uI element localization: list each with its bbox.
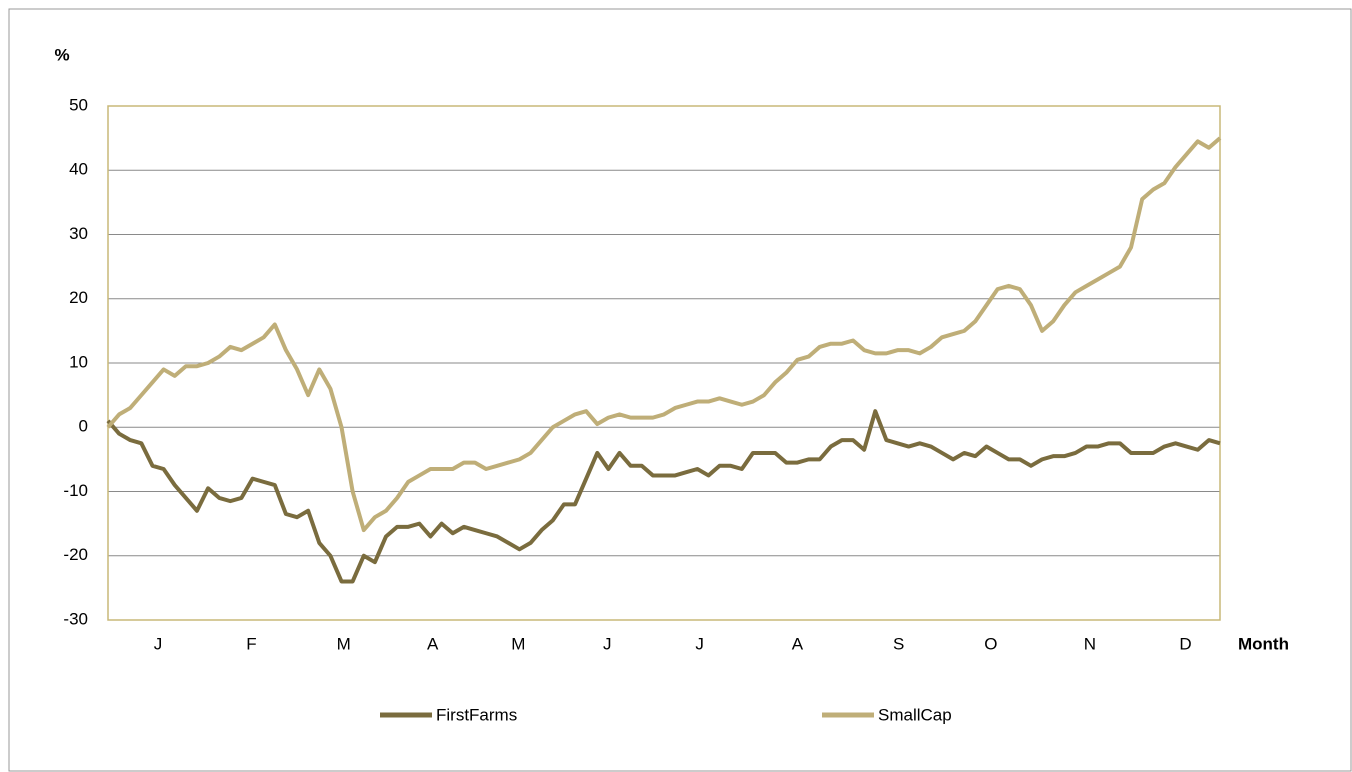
y-tick-label: -20 [63,545,88,564]
y-tick-label: 10 [69,352,88,371]
x-tick-label: A [792,634,804,653]
x-tick-label: A [427,634,439,653]
x-axis-label: Month [1238,634,1289,653]
y-tick-label: 0 [79,417,88,436]
x-tick-label: J [695,634,704,653]
y-tick-label: -30 [63,609,88,628]
frame [8,8,1352,772]
legend-label: SmallCap [878,705,952,724]
y-tick-label: -10 [63,481,88,500]
y-tick-label: 50 [69,95,88,114]
y-tick-label: 40 [69,160,88,179]
x-tick-label: J [603,634,612,653]
x-tick-label: S [893,634,904,653]
x-tick-label: D [1179,634,1191,653]
y-tick-label: 30 [69,224,88,243]
x-tick-label: M [511,634,525,653]
series-line [106,409,1221,584]
x-tick-label: F [246,634,256,653]
series-line [106,136,1222,533]
y-tick-label: 20 [69,288,88,307]
y-axis-label: % [54,45,69,64]
x-tick-label: J [154,634,163,653]
legend-label: FirstFarms [436,705,517,724]
x-tick-label: N [1084,634,1096,653]
x-tick-label: M [337,634,351,653]
plot-border [107,105,1221,621]
x-tick-label: O [984,634,997,653]
